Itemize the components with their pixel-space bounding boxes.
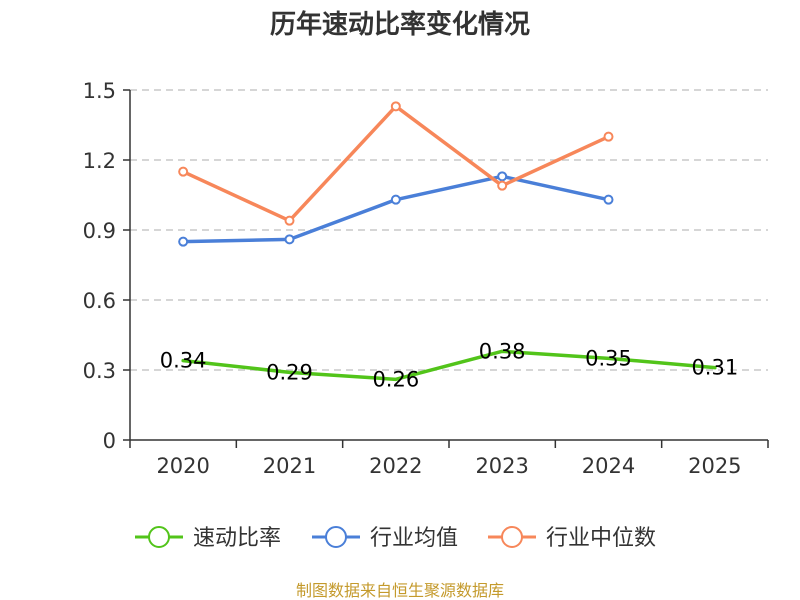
x-tick-label: 2021 bbox=[263, 454, 316, 478]
axes: 0 0.3 0.6 0.9 1.2 1.5 2020 2021 2022 2023 2024 2025 bbox=[83, 79, 769, 478]
y-tick-label: 1.2 bbox=[83, 149, 116, 173]
series-layer bbox=[178, 101, 717, 382]
legend: 速动比率 行业均值 行业中位数 bbox=[135, 526, 656, 551]
data-point bbox=[497, 180, 508, 191]
y-tick-label: 1.5 bbox=[83, 79, 116, 103]
y-tick-label: 0.6 bbox=[83, 289, 116, 313]
x-tick-label: 2024 bbox=[582, 454, 635, 478]
data-point bbox=[390, 101, 401, 112]
data-point bbox=[497, 171, 508, 182]
data-labels: 0.34 0.29 0.26 0.38 0.35 0.31 bbox=[160, 339, 738, 391]
x-tick-label: 2023 bbox=[475, 454, 528, 478]
series-line-1 bbox=[181, 174, 611, 244]
x-tick-label: 2022 bbox=[369, 454, 422, 478]
grid-lines bbox=[130, 89, 768, 371]
legend-marker-dot bbox=[148, 526, 170, 548]
data-point bbox=[390, 194, 401, 205]
legend-label: 速动比率 bbox=[193, 526, 281, 551]
source-note: 制图数据来自恒生聚源数据库 bbox=[296, 581, 504, 600]
chart-title: 历年速动比率变化情况 bbox=[270, 9, 530, 40]
data-point bbox=[178, 166, 189, 177]
y-tick-label: 0.3 bbox=[83, 359, 116, 383]
data-point bbox=[603, 131, 614, 142]
legend-marker-dot bbox=[501, 526, 523, 548]
legend-marker-dot bbox=[325, 526, 347, 548]
legend-label: 行业均值 bbox=[370, 526, 458, 551]
data-label: 0.34 bbox=[160, 349, 207, 373]
data-label: 0.35 bbox=[585, 346, 632, 370]
legend-label: 行业中位数 bbox=[546, 526, 656, 551]
data-point bbox=[284, 234, 295, 245]
x-tick-label: 2020 bbox=[156, 454, 209, 478]
data-label: 0.26 bbox=[372, 367, 419, 391]
series-line-0 bbox=[181, 349, 717, 382]
x-tick-label: 2025 bbox=[688, 454, 741, 478]
data-label: 0.31 bbox=[691, 356, 738, 380]
y-tick-label: 0.9 bbox=[83, 219, 116, 243]
y-tick-label: 0 bbox=[103, 429, 116, 453]
data-point bbox=[178, 236, 189, 247]
data-point bbox=[603, 194, 614, 205]
data-label: 0.29 bbox=[266, 360, 313, 384]
data-point bbox=[284, 215, 295, 226]
data-label: 0.38 bbox=[479, 339, 526, 363]
